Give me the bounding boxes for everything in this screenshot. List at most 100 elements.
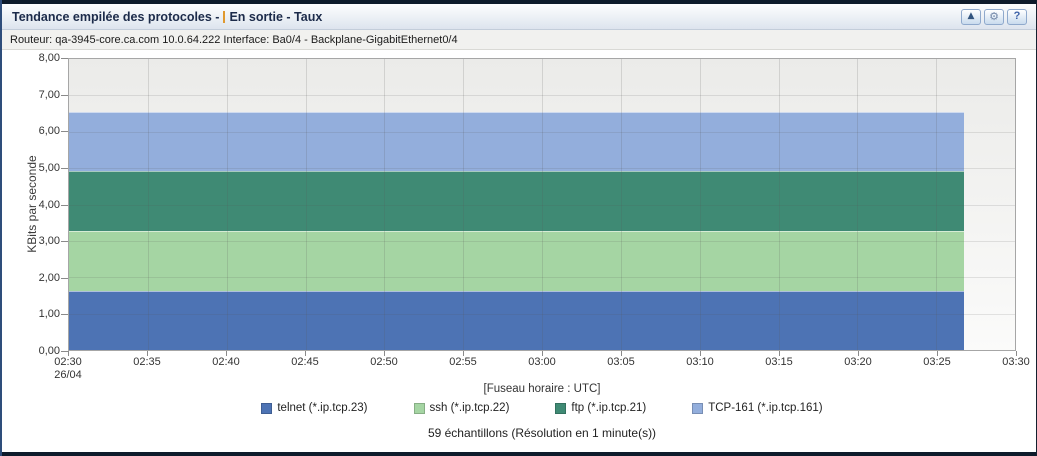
x-tick-label: 03:00 <box>528 356 556 368</box>
y-tick-label: 5,00 <box>38 161 60 174</box>
legend-swatch <box>261 402 273 414</box>
legend-label: ssh (*.ip.tcp.22) <box>429 402 510 414</box>
x-tick-mark <box>1016 351 1017 356</box>
x-tick-label: 03:10 <box>686 356 714 368</box>
x-tick-label: 03:05 <box>607 356 635 368</box>
y-tick-label: 4,00 <box>38 198 60 211</box>
stacked-area-4 <box>69 111 964 172</box>
y-tick-mark <box>61 167 68 169</box>
gear-icon: ⚙ <box>989 10 999 23</box>
x-tick-mark <box>384 351 385 356</box>
panel-top-border <box>2 0 1036 4</box>
x-tick-label: 03:30 <box>1002 356 1030 368</box>
y-tick-mark <box>61 277 68 279</box>
y-tick-label: 2,00 <box>38 271 60 284</box>
x-tick-mark <box>68 351 69 356</box>
y-tick-mark <box>61 314 68 316</box>
gridline-vertical <box>620 59 622 350</box>
gridline-vertical <box>542 59 543 350</box>
router-interface-label: Routeur: qa-3945-core.ca.com 10.0.64.222… <box>10 33 458 46</box>
gridline-vertical <box>699 59 701 350</box>
y-tick-mark <box>61 204 68 206</box>
subtitle-bar: Routeur: qa-3945-core.ca.com 10.0.64.222… <box>2 30 1036 50</box>
y-tick-mark <box>61 94 68 96</box>
window-buttons: ▲ ⚙ ? <box>961 8 1030 25</box>
gridline-vertical <box>147 59 149 350</box>
x-tick-label: 02:35 <box>133 356 161 368</box>
y-tick-label: 8,00 <box>38 52 60 64</box>
x-tick-mark <box>542 351 543 356</box>
gridline-horizontal <box>69 277 1015 279</box>
gridline-vertical <box>305 59 307 350</box>
gridline-vertical <box>384 59 386 350</box>
x-axis-date-label: 26/04 <box>54 369 82 381</box>
x-tick-mark <box>621 351 622 356</box>
gridline-vertical <box>857 59 859 350</box>
collapse-button[interactable]: ▲ <box>961 8 981 25</box>
gridline-horizontal <box>69 95 1015 97</box>
x-tick-mark <box>858 351 859 356</box>
x-tick-label: 02:30 <box>54 356 82 368</box>
gridline-horizontal <box>69 204 1015 206</box>
gridline-horizontal <box>69 131 1015 133</box>
legend-swatch <box>555 402 567 414</box>
title-text-main: Tendance empilée des protocoles - <box>12 9 220 24</box>
x-tick-label: 03:25 <box>923 356 951 368</box>
x-tick-mark <box>226 351 227 356</box>
stacked-area-3 <box>69 171 964 232</box>
y-tick-label: 6,00 <box>38 125 60 138</box>
stacked-area-1 <box>69 290 964 350</box>
chevron-up-icon: ▲ <box>967 11 975 21</box>
x-tick-label: 02:40 <box>212 356 240 368</box>
x-tick-mark <box>147 351 148 356</box>
y-tick-mark <box>61 351 68 352</box>
page-title: Tendance empilée des protocoles - En sor… <box>12 10 322 24</box>
y-tick-label: 7,00 <box>38 88 60 101</box>
y-tick-label: 3,00 <box>38 235 60 248</box>
x-tick-mark <box>700 351 701 356</box>
gridline-horizontal <box>69 168 1015 170</box>
gridline-vertical <box>226 59 228 350</box>
y-tick-mark <box>61 131 68 133</box>
gridline-horizontal <box>69 240 1015 242</box>
legend: telnet (*.ip.tcp.23) ssh (*.ip.tcp.22) ftp… <box>68 402 1016 414</box>
y-tick-label: 0,00 <box>38 345 60 357</box>
x-tick-label: 03:20 <box>844 356 872 368</box>
y-tick-mark <box>61 58 68 59</box>
legend-item-2: ssh (*.ip.tcp.22) <box>413 402 510 414</box>
legend-label: telnet (*.ip.tcp.23) <box>277 402 368 414</box>
legend-item-1: telnet (*.ip.tcp.23) <box>261 402 368 414</box>
plot-area <box>68 58 1016 351</box>
settings-button[interactable]: ⚙ <box>984 8 1004 25</box>
x-tick-mark <box>779 351 780 356</box>
help-button[interactable]: ? <box>1007 8 1027 25</box>
samples-note: 59 échantillons (Résolution en 1 minute(… <box>427 426 657 440</box>
legend-item-3: ftp (*.ip.tcp.21) <box>555 402 646 414</box>
legend-item-4: TCP-161 (*.ip.tcp.161) <box>692 402 823 414</box>
title-separator-icon <box>223 10 226 23</box>
x-axis-title: [Fuseau horaire : UTC] <box>483 383 601 395</box>
x-tick-mark <box>305 351 306 356</box>
stacked-area-2 <box>69 231 964 291</box>
legend-swatch <box>692 402 704 414</box>
legend-label: ftp (*.ip.tcp.21) <box>571 402 647 414</box>
legend-label: TCP-161 (*.ip.tcp.161) <box>708 402 823 414</box>
y-tick-mark <box>61 241 68 243</box>
gridline-horizontal <box>69 313 1015 315</box>
panel-bottom-border <box>2 452 1036 456</box>
x-tick-mark <box>937 351 938 356</box>
x-tick-label: 02:50 <box>370 356 398 368</box>
chart: KBits par seconde [Fuseau horaire : UTC]… <box>2 50 1036 452</box>
title-text-direction: En sortie - Taux <box>229 9 323 24</box>
x-tick-mark <box>463 351 464 356</box>
x-tick-label: 03:15 <box>765 356 793 368</box>
help-icon: ? <box>1013 10 1021 22</box>
x-tick-label: 02:45 <box>291 356 319 368</box>
title-bar[interactable]: Tendance empilée des protocoles - En sor… <box>2 4 1036 30</box>
gridline-vertical <box>778 59 780 350</box>
gridline-vertical <box>463 59 465 350</box>
legend-swatch <box>413 402 425 414</box>
gridline-vertical <box>936 59 938 350</box>
y-tick-label: 1,00 <box>38 308 60 321</box>
